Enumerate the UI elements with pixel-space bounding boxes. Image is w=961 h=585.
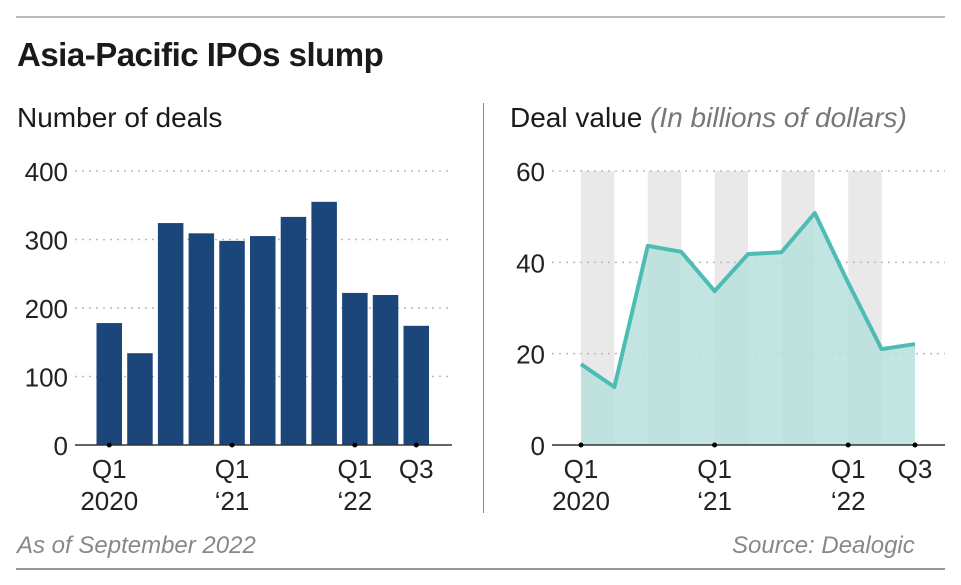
x-tick-dot [712, 442, 718, 448]
x-tick-label: ‘21 [697, 486, 732, 516]
y-tick-label: 0 [54, 431, 68, 461]
right-chart-title: Deal value (In billions of dollars) [510, 102, 907, 134]
y-tick-label: 60 [516, 157, 545, 187]
bar [372, 294, 399, 445]
x-tick-label: Q1 [831, 454, 866, 484]
y-tick-label: 300 [25, 226, 68, 256]
x-tick-label: Q1 [92, 454, 127, 484]
bar [127, 353, 153, 445]
bar [311, 201, 337, 445]
x-tick-label: Q3 [898, 454, 933, 484]
x-tick-dot [106, 442, 112, 448]
y-tick-label: 20 [516, 340, 545, 370]
left-chart-title: Number of deals [17, 102, 223, 133]
x-tick-dot [352, 442, 358, 448]
top-rule [16, 16, 945, 18]
x-tick-label: 2020 [552, 486, 610, 516]
x-tick-dot [413, 442, 419, 448]
x-tick-label: ‘21 [215, 486, 250, 516]
y-tick-label: 40 [516, 248, 545, 278]
area-fill [581, 213, 915, 445]
y-tick-label: 200 [25, 294, 68, 324]
x-tick-dot [912, 442, 918, 448]
bar [280, 216, 307, 445]
x-tick-label: Q3 [399, 454, 434, 484]
bar [188, 233, 215, 445]
x-tick-dot [229, 442, 235, 448]
y-tick-label: 400 [25, 157, 68, 187]
x-tick-label: ‘22 [831, 486, 866, 516]
x-tick-label: Q1 [697, 454, 732, 484]
bar [157, 223, 184, 445]
x-tick-label: Q1 [564, 454, 599, 484]
footnote: As of September 2022 [17, 532, 256, 559]
panel-divider [483, 103, 484, 513]
right-title-main: Deal value [510, 102, 643, 133]
source: Source: Dealogic [732, 532, 915, 559]
bar [403, 325, 429, 445]
x-tick-dot [578, 442, 584, 448]
x-tick-label: Q1 [338, 454, 373, 484]
bar [342, 292, 368, 445]
y-tick-label: 0 [531, 431, 545, 461]
bar [96, 323, 122, 445]
x-tick-label: 2020 [80, 486, 138, 516]
x-tick-label: Q1 [215, 454, 250, 484]
x-tick-dot [845, 442, 851, 448]
right-title-unit: (In billions of dollars) [650, 102, 907, 133]
bar [250, 236, 276, 445]
y-tick-label: 100 [25, 363, 68, 393]
bar [219, 240, 245, 445]
bottom-rule [16, 568, 945, 570]
x-tick-label: ‘22 [337, 486, 372, 516]
chart-title: Asia-Pacific IPOs slump [17, 36, 384, 73]
